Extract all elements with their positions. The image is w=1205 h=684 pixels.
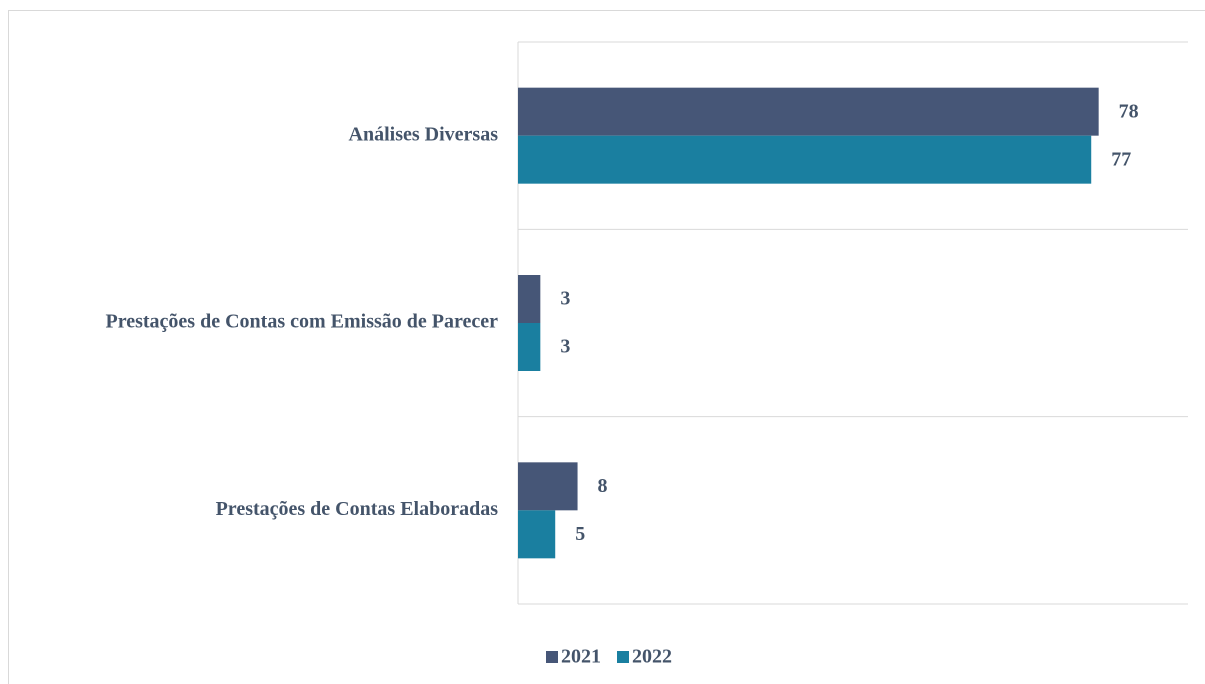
- data-label: 5: [575, 523, 585, 545]
- legend-swatch: [617, 651, 629, 663]
- data-label: 78: [1119, 100, 1139, 122]
- bar: [518, 87, 1099, 136]
- bar: [518, 510, 556, 559]
- category-label: Prestações de Contas Elaboradas: [216, 498, 499, 520]
- data-label: 3: [560, 288, 570, 310]
- chart-frame: [8, 10, 1205, 684]
- bar: [518, 323, 541, 371]
- data-label: 77: [1111, 148, 1131, 170]
- legend-label: 2021: [561, 646, 601, 668]
- bar: [518, 135, 1092, 184]
- legend-swatch: [546, 651, 558, 663]
- category-label: Análises Diversas: [349, 123, 499, 145]
- bar: [518, 462, 578, 511]
- category-label: Prestações de Contas com Emissão de Pare…: [106, 311, 499, 333]
- legend-label: 2022: [632, 646, 672, 668]
- bar: [518, 275, 541, 323]
- data-label: 3: [560, 336, 570, 358]
- data-label: 8: [598, 475, 608, 497]
